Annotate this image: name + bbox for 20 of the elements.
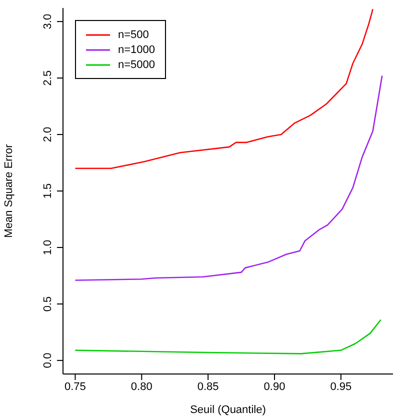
- legend-label: n=5000: [118, 58, 156, 70]
- y-tick-label: 2.0: [42, 126, 54, 142]
- legend-label: n=500: [118, 28, 149, 40]
- y-axis-title: Mean Square Error: [2, 144, 15, 238]
- y-tick-label: 0.0: [42, 352, 54, 368]
- x-tick-label: 0.85: [197, 380, 219, 393]
- line-series: [74, 319, 382, 354]
- x-tick-label: 0.95: [330, 380, 352, 393]
- x-tick-label: 0.90: [264, 380, 286, 393]
- x-tick-label: 0.75: [64, 380, 86, 393]
- y-tick-label: 1.0: [42, 240, 54, 256]
- y-tick-label: 3.0: [42, 14, 54, 30]
- line-series: [74, 8, 374, 170]
- x-tick-label: 0.80: [130, 380, 152, 393]
- y-tick-label: 1.5: [42, 183, 54, 199]
- legend-label: n=1000: [118, 44, 156, 56]
- y-tick-label: 0.5: [42, 296, 54, 312]
- y-tick-label: 2.5: [42, 70, 54, 86]
- x-axis-title: Seuil (Quantile): [190, 404, 266, 416]
- line-series: [74, 75, 383, 281]
